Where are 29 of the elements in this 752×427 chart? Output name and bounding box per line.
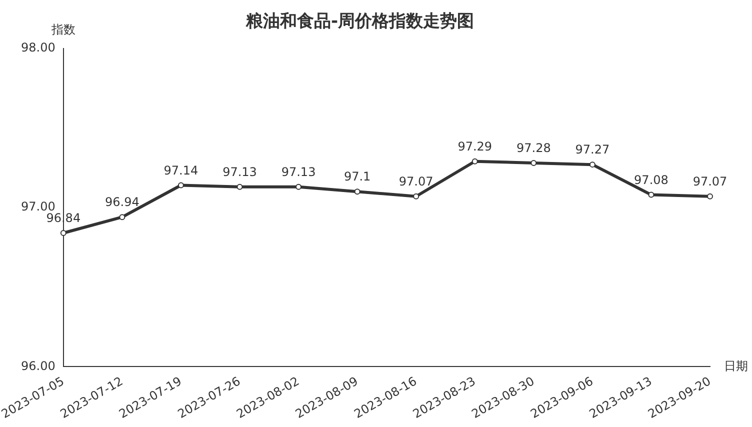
data-label: 97.14: [164, 163, 198, 178]
point: [296, 184, 302, 190]
chart-title: 粮油和食品-周价格指数走势图: [244, 12, 474, 32]
point: [413, 193, 420, 200]
point: [60, 230, 66, 236]
data-label: 97.13: [222, 164, 257, 179]
data-label: 97.08: [634, 172, 668, 187]
data-label: 97.27: [575, 142, 610, 157]
y-tick-label: 98.00: [21, 40, 56, 55]
data-label: 96.94: [105, 195, 140, 210]
point: [236, 184, 243, 190]
point: [472, 158, 478, 164]
data-label: 97.28: [516, 141, 551, 156]
y-tick-label: 96.00: [21, 358, 56, 373]
point: [354, 188, 360, 195]
point: [707, 193, 713, 200]
y-tick-label: 97.00: [21, 200, 56, 214]
x-axis-title: 日期: [724, 358, 748, 373]
data-label: 97.07: [398, 174, 434, 189]
point: [589, 162, 596, 168]
data-label: 97.07: [692, 174, 728, 189]
point: [178, 182, 184, 188]
point: [530, 160, 537, 166]
y-axis-title: 指数: [50, 22, 76, 37]
data-label: 97.13: [281, 164, 316, 179]
data-label: 97.29: [458, 140, 492, 154]
data-label: 97.1: [344, 170, 371, 184]
point: [119, 214, 126, 220]
point: [648, 192, 654, 198]
